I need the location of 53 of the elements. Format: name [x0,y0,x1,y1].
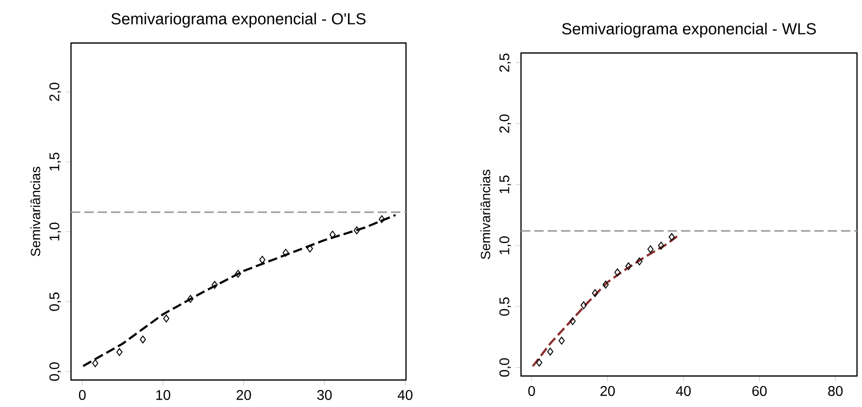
point [547,348,554,356]
point [658,242,664,250]
y-tick-label: 0,5 [499,297,511,316]
x-tick-label: 0 [78,390,86,400]
y-axis-title: Semivariâncias [480,170,490,260]
line-series [532,234,679,368]
point [92,359,98,368]
point [378,215,385,224]
chart-title: Semivariograma exponencial - O'LS [111,12,366,28]
point [558,336,565,345]
y-tick-label: 2,0 [49,82,61,101]
point [163,314,170,322]
x-tick-label: 10 [156,390,170,400]
x-tick-label: 0 [528,386,535,396]
point [306,244,314,252]
y-tick-label: 1,0 [499,236,511,254]
x-tick-label: 80 [828,386,843,396]
x-tick-label: 40 [398,390,412,400]
point [592,289,598,298]
point [668,233,675,241]
point [212,280,218,289]
point [602,280,609,289]
point [140,336,146,344]
point [187,294,194,303]
point [636,257,643,266]
point [259,256,266,264]
point [354,226,360,234]
point [282,248,289,257]
y-tick-label: 1,5 [500,175,511,194]
chart-title: Semivariograma exponencial - WLS [562,22,816,38]
point [614,268,621,276]
y-tick-label: 0,0 [49,362,61,381]
point [647,245,654,254]
y-tick-label: 2,0 [499,114,511,133]
point [536,358,542,367]
point [580,301,587,310]
x-tick-label: 60 [752,386,767,396]
point [116,348,123,356]
y-tick-label: 1,0 [49,222,61,240]
point [235,270,242,278]
y-axis-title: Semivariâncias [30,166,40,256]
point [625,262,632,270]
y-tick-label: 0,5 [49,292,61,311]
x-tick-label: 20 [236,390,251,400]
line-series [82,214,397,368]
y-tick-label: 1,5 [50,152,61,171]
point [570,317,576,326]
point [329,230,336,239]
y-tick-label: 2,5 [499,54,511,72]
x-tick-label: 40 [676,386,691,396]
y-tick-label: 0,0 [499,358,511,377]
x-tick-label: 20 [600,386,615,396]
x-tick-label: 30 [317,390,332,400]
